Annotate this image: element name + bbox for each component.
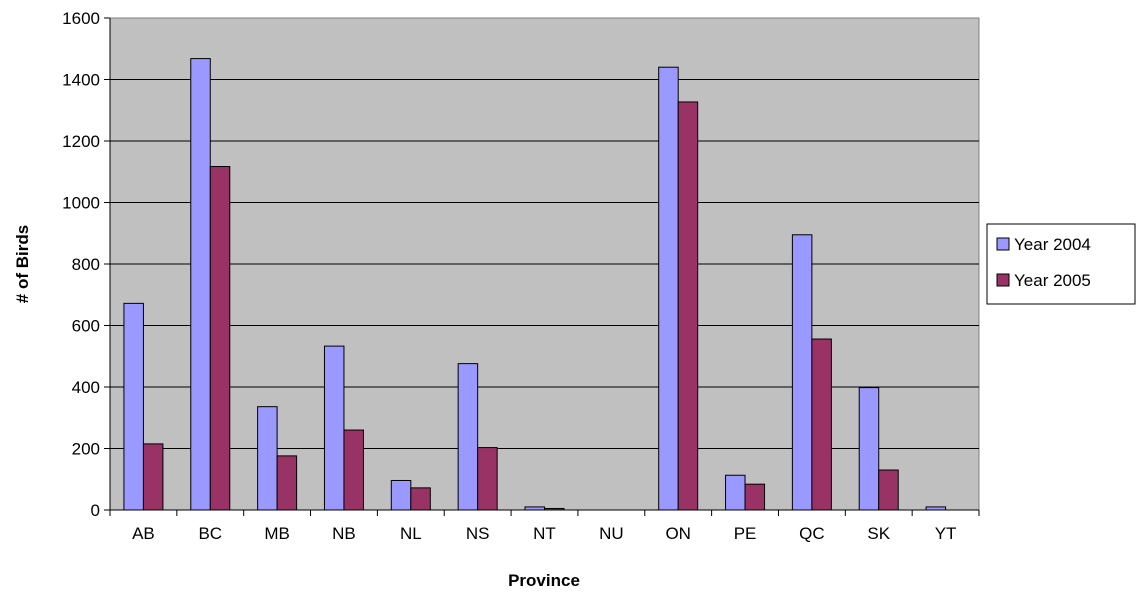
bar-nl-2005 xyxy=(410,487,431,511)
y-tick-labels: 0 200 400 600 800 1000 1200 1400 1600 xyxy=(62,9,100,520)
gridlines xyxy=(110,79,979,449)
y-tick-label: 1000 xyxy=(62,194,100,213)
legend-label-2005: Year 2005 xyxy=(1014,271,1091,290)
x-tick-label: NB xyxy=(332,524,356,543)
x-tick-label: SK xyxy=(867,524,890,543)
bar-ab-2004 xyxy=(123,302,144,511)
legend-swatch-2004 xyxy=(996,237,1010,251)
y-tick-label: 0 xyxy=(91,501,100,520)
x-tick-label: NT xyxy=(533,524,556,543)
y-tick-label: 200 xyxy=(72,440,100,459)
x-tick-label: BC xyxy=(198,524,222,543)
x-tick-label: MB xyxy=(264,524,290,543)
bar-on-2004 xyxy=(658,66,679,511)
bar-qc-2004 xyxy=(791,234,813,511)
legend-box xyxy=(986,223,1136,305)
y-tick-label: 1600 xyxy=(62,9,100,28)
bar-pe-2004 xyxy=(725,474,746,511)
bar-ns-2004 xyxy=(457,363,479,511)
bar-qc-2005 xyxy=(811,338,832,511)
bar-pe-2005 xyxy=(744,483,766,511)
bar-sk-2005 xyxy=(878,469,899,511)
bar-bc-2005 xyxy=(209,166,231,511)
bar-nl-2004 xyxy=(390,479,412,511)
bar-on-2005 xyxy=(677,101,699,511)
x-tick-label: ON xyxy=(665,524,691,543)
x-tick-label: NU xyxy=(599,524,624,543)
x-tick-label: NL xyxy=(400,524,422,543)
bar-nb-2004 xyxy=(323,345,345,511)
axes xyxy=(104,17,980,516)
bar-bc-2004 xyxy=(190,58,211,511)
y-tick-label: 600 xyxy=(72,317,100,336)
bar-ab-2005 xyxy=(142,443,164,511)
x-tick-label: QC xyxy=(799,524,825,543)
y-tick-label: 800 xyxy=(72,255,100,274)
y-tick-label: 1200 xyxy=(62,132,100,151)
bar-mb-2004 xyxy=(257,406,278,511)
x-tick-label: PE xyxy=(734,524,757,543)
x-tick-label: NS xyxy=(466,524,490,543)
bar-ns-2005 xyxy=(477,447,498,511)
legend: Year 2004 Year 2005 xyxy=(986,223,1136,305)
bar-sk-2004 xyxy=(858,387,880,511)
y-tick-label: 400 xyxy=(72,378,100,397)
x-axis-title: Province xyxy=(508,571,580,590)
x-tick-label: AB xyxy=(132,524,155,543)
y-axis-title: # of Birds xyxy=(13,225,32,303)
legend-label-2004: Year 2004 xyxy=(1014,235,1091,254)
bar-nb-2005 xyxy=(343,429,364,511)
y-tick-label: 1400 xyxy=(62,71,100,90)
bar-mb-2005 xyxy=(276,455,298,511)
x-tick-label: YT xyxy=(935,524,957,543)
bars xyxy=(123,58,947,511)
x-tick-labels: AB BC MB NB NL NS NT NU ON PE QC SK YT xyxy=(132,524,956,543)
legend-swatch-2005 xyxy=(996,273,1010,287)
